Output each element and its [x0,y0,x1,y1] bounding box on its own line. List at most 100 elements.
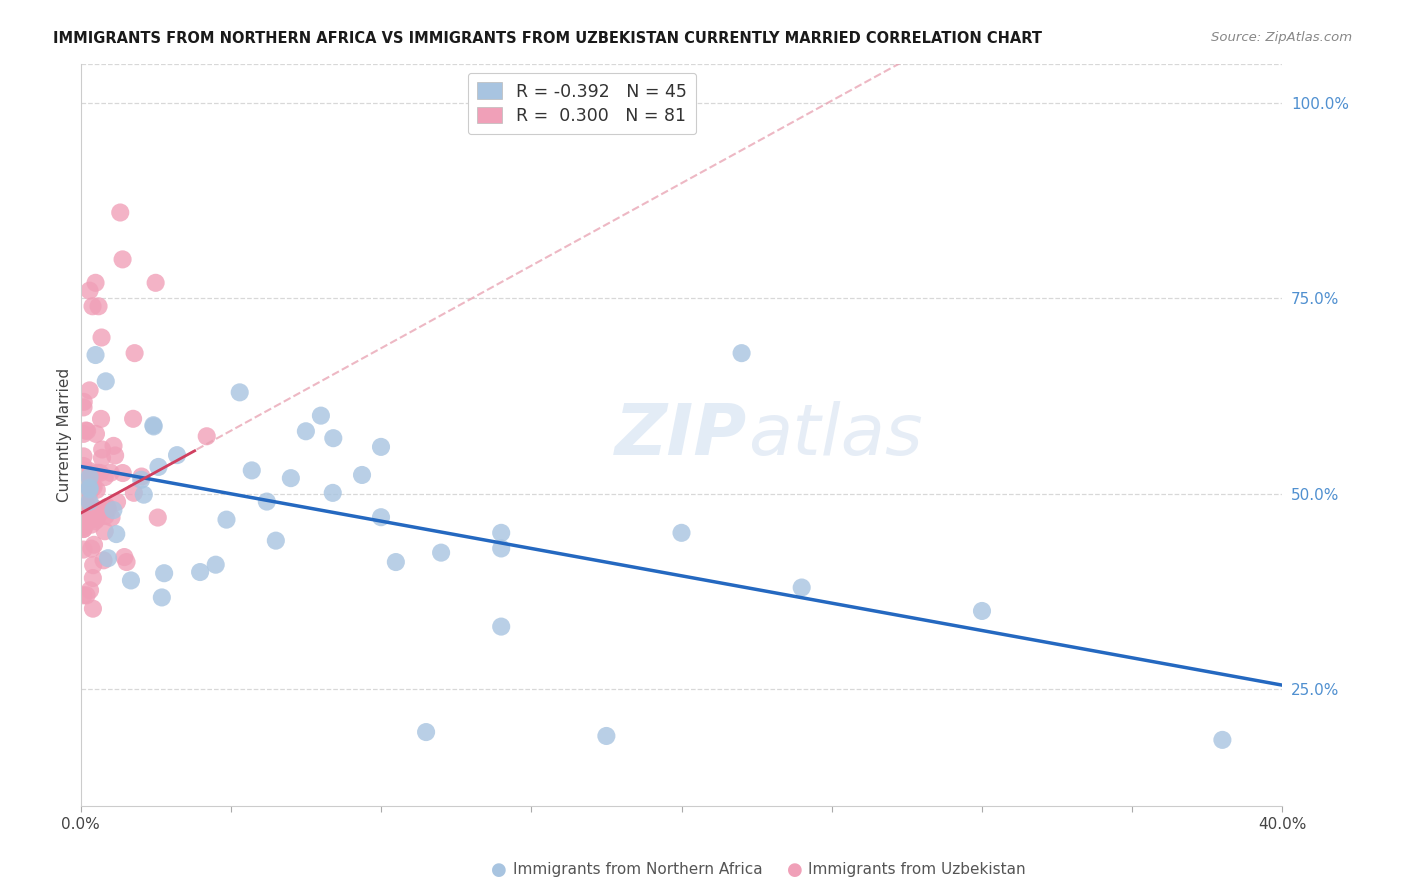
Point [295,424,318,438]
Point [72,469,94,483]
Point [80,504,103,518]
Point [228,385,250,400]
Point [89,466,111,480]
Point [82,601,104,615]
Point [350,467,373,482]
Point [72,514,94,528]
Point [75,424,97,438]
Point [103,503,125,517]
Point [79,284,101,298]
Point [84,514,107,528]
Point [103,439,125,453]
Text: Source: ZipAtlas.com: Source: ZipAtlas.com [1212,31,1353,45]
Point [97,502,120,516]
Point [76,588,98,602]
Point [204,558,226,572]
Point [120,574,142,588]
Text: Immigrants from Northern Africa: Immigrants from Northern Africa [513,863,763,877]
Point [72,475,94,489]
Point [84,507,107,521]
Point [76,501,98,516]
Point [142,418,165,433]
Point [489,525,512,540]
Point [430,546,453,560]
Point [72,522,94,536]
Point [150,591,173,605]
Point [111,466,134,480]
Point [82,558,104,573]
Point [90,412,112,426]
Point [104,449,127,463]
Point [91,450,114,465]
Point [75,496,97,510]
Point [97,551,120,566]
Point [489,541,512,556]
Point [72,522,94,536]
Point [94,374,117,388]
Point [79,384,101,398]
Point [86,466,108,480]
Point [82,571,104,585]
Point [91,442,114,457]
Point [124,346,146,360]
Point [72,502,94,516]
Point [73,395,96,409]
Text: IMMIGRANTS FROM NORTHERN AFRICA VS IMMIGRANTS FROM UZBEKISTAN CURRENTLY MARRIED : IMMIGRANTS FROM NORTHERN AFRICA VS IMMIG… [53,31,1042,46]
Point [86,483,108,497]
Point [385,555,408,569]
Point [153,566,176,581]
Point [75,507,97,521]
Text: ZIP: ZIP [616,401,748,470]
Point [142,419,165,434]
Point [72,520,94,534]
Point [79,482,101,496]
Point [111,252,134,267]
Point [370,510,392,524]
Point [264,533,287,548]
Point [77,513,100,527]
Point [86,512,108,526]
Point [131,469,153,483]
Point [280,471,302,485]
Point [82,299,104,313]
Point [215,513,238,527]
Point [77,487,100,501]
Point [80,513,103,527]
Point [1211,732,1233,747]
Point [80,541,103,556]
Point [72,497,94,511]
Point [146,510,169,524]
Point [72,458,94,473]
Text: ●: ● [491,861,508,879]
Point [256,494,278,508]
Point [96,500,118,514]
Point [166,448,188,462]
Point [90,330,112,344]
Point [132,488,155,502]
Point [72,588,94,602]
Point [75,475,97,490]
Point [72,463,94,477]
Point [79,494,101,508]
Text: Immigrants from Uzbekistan: Immigrants from Uzbekistan [808,863,1026,877]
Point [309,409,332,423]
Point [595,729,617,743]
Point [94,470,117,484]
Point [79,473,101,487]
Point [489,619,512,633]
Point [94,509,117,524]
Point [73,488,96,502]
Point [84,426,107,441]
Point [93,553,115,567]
Point [90,504,112,518]
Point [79,470,101,484]
Point [730,346,752,360]
Point [322,431,344,445]
Point [72,401,94,415]
Point [79,481,101,495]
Y-axis label: Currently Married: Currently Married [58,368,72,502]
Point [322,486,344,500]
Point [145,276,167,290]
Point [94,524,117,539]
Point [105,527,128,541]
